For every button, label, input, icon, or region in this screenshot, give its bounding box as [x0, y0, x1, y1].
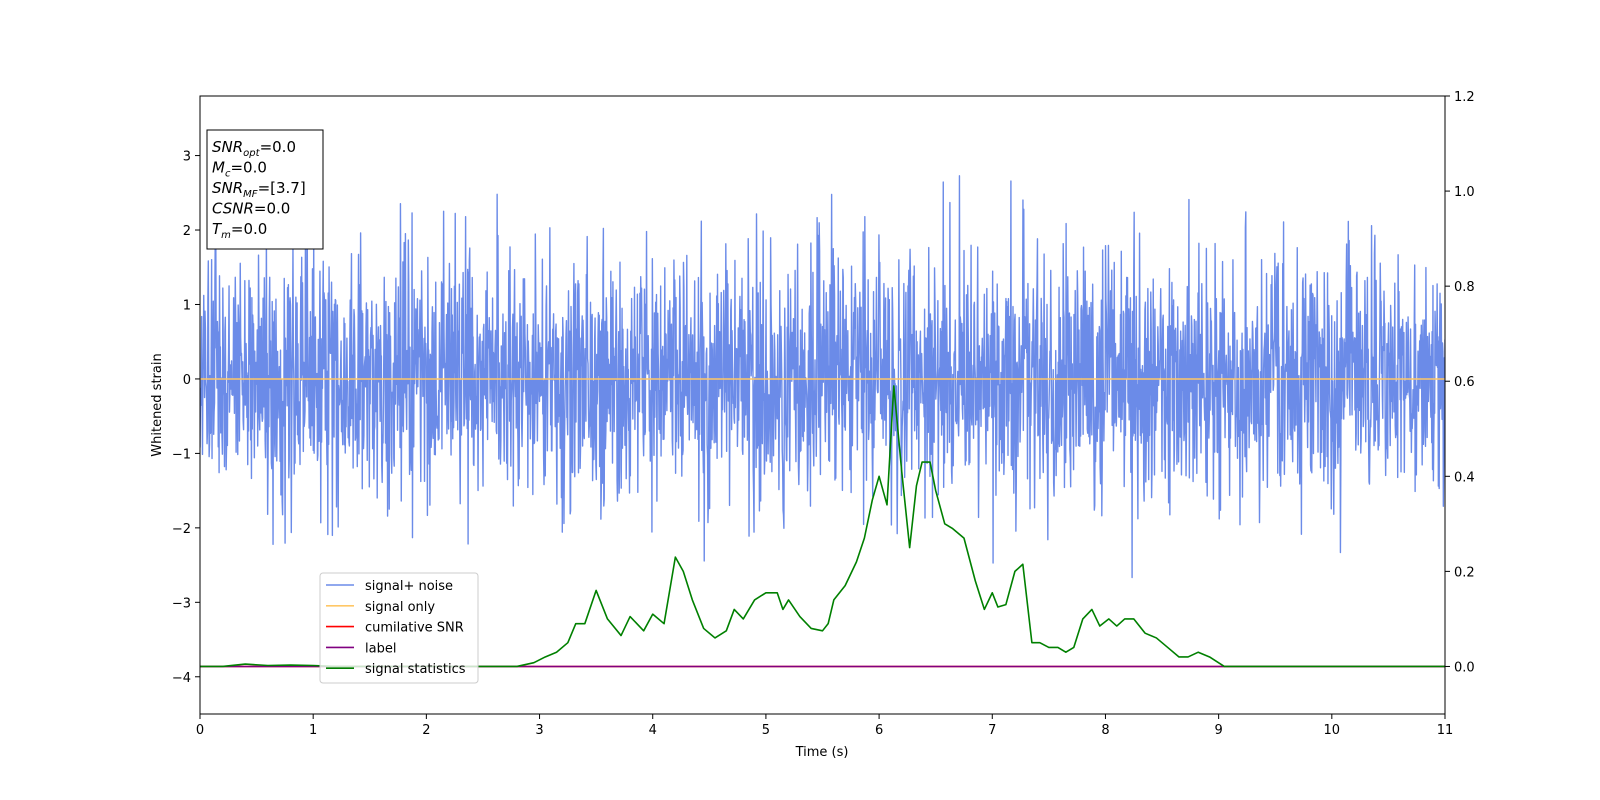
- y2-tick-label: 1.2: [1454, 90, 1475, 105]
- y-axis-right: 0.0 0.2 0.4 0.6 0.8 1.0 1.2: [1445, 90, 1475, 675]
- x-tick-label: 3: [535, 723, 543, 738]
- x-tick-label: 9: [1214, 723, 1222, 738]
- y-tick-label: −4: [172, 671, 191, 686]
- series-signal-statistics-line: [200, 385, 1445, 668]
- legend-label: signal+ noise: [365, 579, 453, 594]
- annotation-line: Mc=0.0: [212, 159, 267, 180]
- x-tick-label: 7: [988, 723, 996, 738]
- y-tick-label: −2: [172, 522, 191, 537]
- x-tick-label: 10: [1324, 723, 1341, 738]
- y-tick-label: 3: [183, 150, 191, 165]
- legend-label: cumilative SNR: [365, 621, 464, 636]
- y2-tick-label: 0.0: [1454, 660, 1475, 675]
- x-tick-label: 8: [1101, 723, 1109, 738]
- y2-tick-label: 0.2: [1454, 565, 1475, 580]
- y2-tick-label: 0.8: [1454, 280, 1475, 295]
- x-tick-label: 11: [1437, 723, 1454, 738]
- legend-label: signal only: [365, 600, 435, 615]
- x-tick-label: 5: [762, 723, 770, 738]
- y-tick-label: 2: [183, 224, 191, 239]
- x-tick-label: 6: [875, 723, 883, 738]
- y2-tick-label: 0.6: [1454, 375, 1475, 390]
- x-tick-label: 1: [309, 723, 317, 738]
- annotation-frame: [206, 129, 324, 250]
- y-axis-left: −4 −3 −2 −1 0 1 2 3: [172, 150, 200, 686]
- x-tick-label: 2: [422, 723, 430, 738]
- y-tick-label: 1: [183, 298, 191, 313]
- legend-label: label: [365, 641, 396, 656]
- y-axis-label: Whitened strain: [150, 353, 165, 456]
- plot-frame: [199, 95, 1446, 715]
- legend: signal+ noise signal only cumilative SNR la…: [319, 572, 479, 684]
- legend-frame: [319, 572, 479, 684]
- y2-tick-label: 1.0: [1454, 185, 1475, 200]
- y2-tick-label: 0.4: [1454, 470, 1475, 485]
- annotation-line: SNRMF=[3.7]: [212, 179, 306, 200]
- series-signal-noise-line: [200, 175, 1445, 579]
- y-tick-label: −3: [172, 596, 191, 611]
- x-axis: 0 1 2 3 4 5 6 7 8 9 10 11: [196, 714, 1453, 738]
- x-tick-label: 0: [196, 723, 204, 738]
- y-tick-label: −1: [172, 447, 191, 462]
- y-tick-label: 0: [183, 373, 191, 388]
- annotation-line: Tm=0.0: [212, 220, 267, 241]
- annotation-line: CSNR=0.0: [212, 200, 290, 218]
- x-tick-label: 4: [649, 723, 657, 738]
- x-axis-label: Time (s): [795, 745, 849, 760]
- legend-label: signal statistics: [365, 662, 466, 677]
- annotation-line: SNRopt=0.0: [212, 138, 296, 159]
